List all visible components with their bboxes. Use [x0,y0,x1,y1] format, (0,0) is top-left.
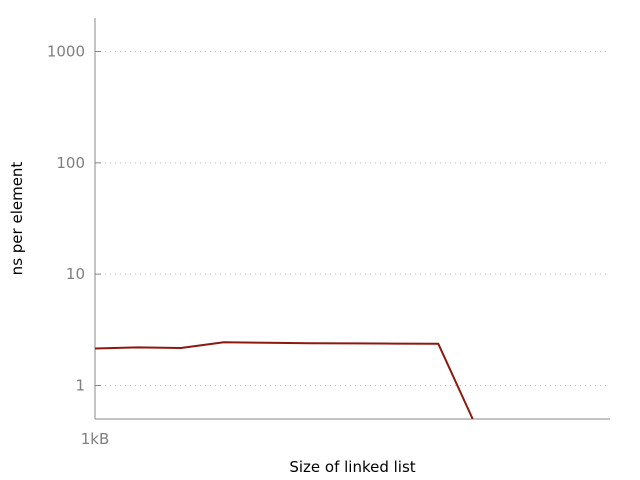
y-tick-label: 1 [75,376,85,394]
y-tick-label: 10 [66,265,85,283]
y-tick-label: 100 [56,154,85,172]
x-ticks: 1kB [81,430,110,448]
axes [94,18,610,420]
series-line-0 [94,341,474,420]
y-axis-title: ns per element [8,162,26,276]
y-tick-label: 1000 [47,43,85,61]
x-axis-title: Size of linked list [289,458,415,476]
gridlines [95,51,610,386]
series-lines [94,341,474,420]
y-ticks: 1 10 100 1000 [47,43,101,394]
x-tick-label: 1kB [81,430,110,448]
